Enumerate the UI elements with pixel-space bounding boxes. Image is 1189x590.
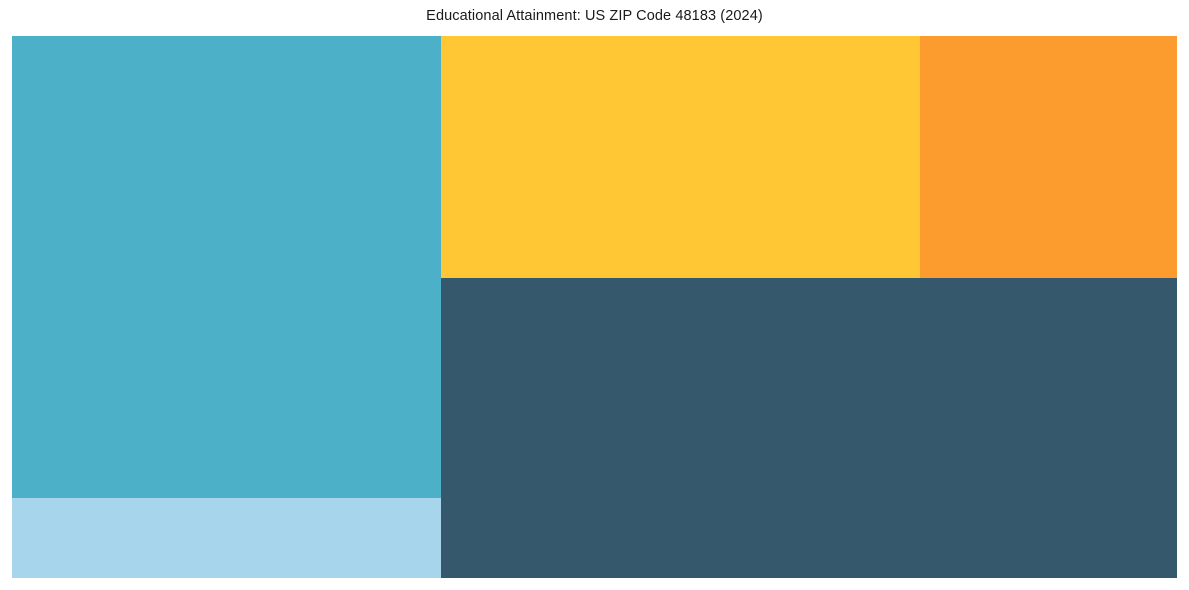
treemap-tile-high-school-graduate[interactable]: High school graduate (or equivalent) [440, 278, 1177, 578]
treemap-tile-less-than-high-school[interactable]: Less than high school diploma [12, 498, 441, 578]
chart-title: Educational Attainment: US ZIP Code 4818… [426, 8, 763, 24]
treemap-plot-area: Some college or associate degree Less th… [12, 36, 1177, 578]
treemap-tile-some-college[interactable]: Some college or associate degree [12, 36, 441, 498]
treemap-tile-graduate-professional-degree[interactable]: Graduate or professional degree [920, 36, 1177, 278]
treemap-tile-bachelors-degree[interactable]: Bachelor's degree [440, 36, 920, 278]
